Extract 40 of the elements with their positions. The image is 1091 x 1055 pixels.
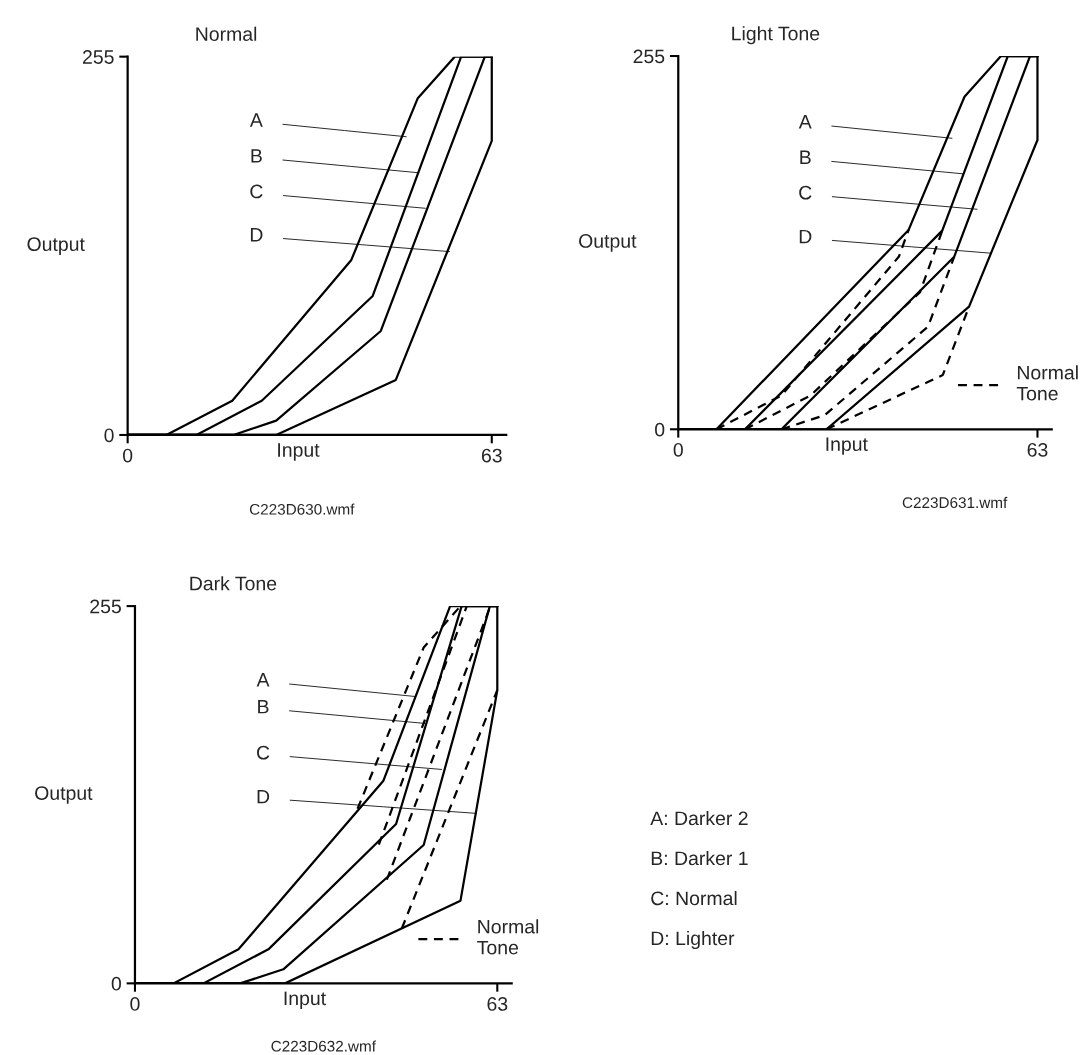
annotation: D — [799, 229, 812, 244]
annotation: B — [800, 150, 811, 164]
text: C223D631.wmf — [902, 496, 1008, 509]
text: C223D630.wmf — [249, 503, 355, 515]
text: B: Darker 1 — [651, 850, 748, 866]
y-tick-label: 0 — [111, 976, 121, 991]
x-tick-label: 0 — [123, 448, 133, 463]
y-axis-title: Output — [579, 234, 637, 252]
legend-label: Normal Tone — [1016, 365, 1078, 401]
x-axis-title: Input — [278, 443, 320, 461]
annotation: C — [799, 185, 812, 200]
y-tick-label: 255 — [90, 599, 121, 614]
annotation: D — [250, 228, 263, 242]
legend-label: Normal Tone — [477, 919, 539, 955]
annotation: A — [256, 673, 270, 687]
x-tick-label: 63 — [481, 448, 502, 463]
x-tick-label: 63 — [487, 997, 508, 1011]
annotation: D — [257, 789, 270, 804]
text: C223D632.wmf — [271, 1040, 376, 1052]
y-axis-title: Output — [35, 786, 93, 804]
y-tick-label: 255 — [633, 49, 665, 64]
annotation: B — [251, 149, 262, 163]
text: A: Darker 2 — [650, 810, 748, 826]
y-axis-title: Output — [27, 237, 85, 255]
x-axis-title: Input — [284, 991, 326, 1010]
chart-title: Light Tone — [732, 26, 820, 45]
y-tick-label: 0 — [104, 428, 114, 443]
x-tick-label: 0 — [673, 442, 683, 457]
x-tick-label: 63 — [1027, 442, 1048, 457]
x-axis-title: Input — [826, 437, 868, 455]
annotation: A — [249, 113, 263, 127]
text: C: Normal — [651, 890, 737, 906]
chart-title: Dark Tone — [190, 576, 277, 591]
text: D: Lighter — [651, 930, 735, 950]
chart-title: Normal — [196, 26, 257, 41]
y-tick-label: 255 — [82, 50, 114, 64]
annotation: A — [798, 115, 812, 129]
annotation: C — [250, 184, 263, 199]
annotation: C — [257, 745, 270, 760]
annotation: B — [258, 699, 269, 714]
